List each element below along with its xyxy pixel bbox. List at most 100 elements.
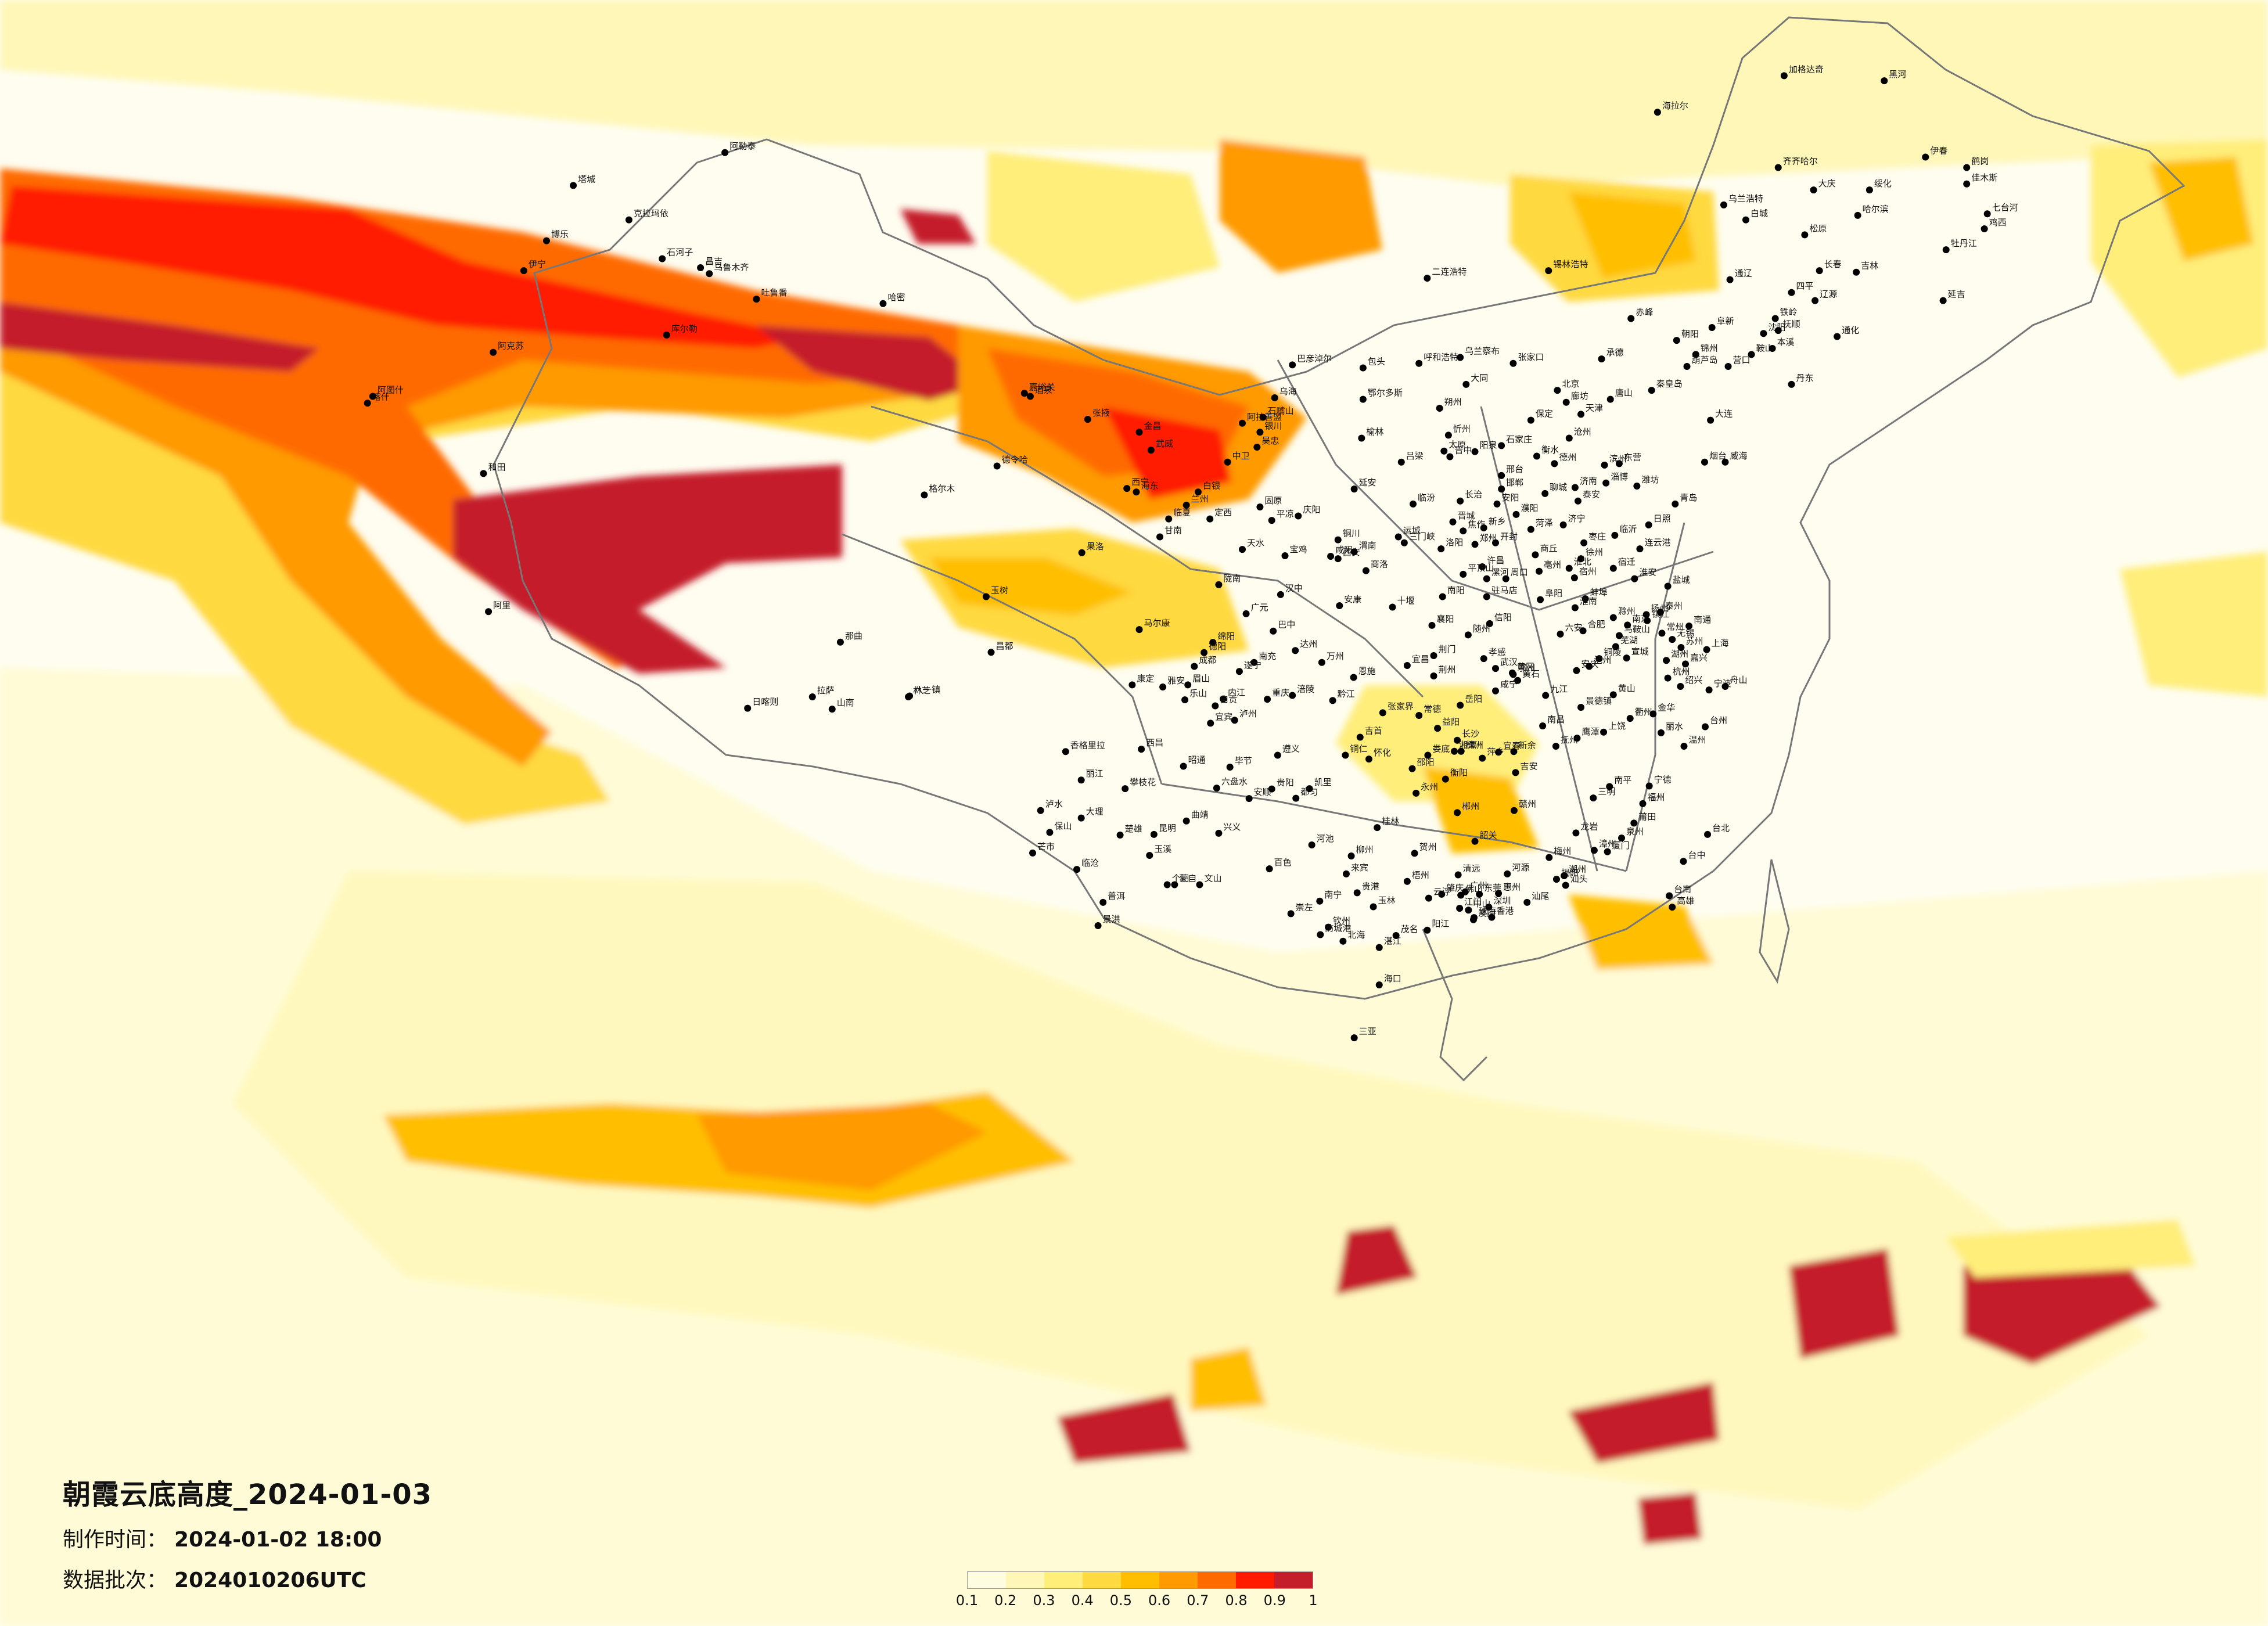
city-dot: [1201, 649, 1208, 656]
city-marker: 辽源: [1811, 289, 1837, 304]
city-dot: [1504, 870, 1511, 877]
city-dot: [1220, 695, 1227, 703]
city-label: 厦门: [1612, 840, 1630, 851]
city-marker: 崇左: [1287, 902, 1313, 918]
city-dot: [1379, 709, 1386, 717]
city-dot: [1502, 575, 1509, 582]
city-label: 大理: [1086, 807, 1104, 817]
city-label: 宜宾: [1215, 711, 1232, 722]
city-label: 深圳: [1493, 895, 1511, 906]
city-label: 萍乡: [1487, 747, 1504, 757]
city-marker: 廊坊: [1562, 391, 1588, 406]
city-marker: 锡林浩特: [1545, 259, 1588, 275]
made-time-row: 制作时间： 2024-01-02 18:00: [63, 1523, 432, 1553]
city-marker: 中山: [1465, 898, 1490, 914]
city-label: 崇左: [1296, 902, 1313, 912]
city-marker: 南宁: [1316, 890, 1342, 905]
city-dot: [1545, 854, 1553, 861]
city-label: 文山: [1204, 873, 1221, 883]
city-dot: [1209, 639, 1217, 646]
city-marker: 和田: [480, 462, 505, 477]
city-dot: [1657, 729, 1665, 736]
city-label: 遂宁: [1244, 660, 1261, 670]
city-label: 嘉峪关: [1029, 382, 1055, 392]
city-dot: [1771, 315, 1779, 322]
city-dot: [1724, 362, 1732, 370]
city-dot: [1682, 660, 1690, 668]
city-label: 宿迁: [1618, 557, 1636, 567]
city-dot: [1292, 794, 1300, 802]
city-marker: 朝阳: [1673, 329, 1699, 344]
city-dot: [1250, 659, 1258, 666]
city-dot: [1365, 756, 1372, 763]
city-dot: [1480, 655, 1487, 663]
city-dot: [828, 706, 836, 713]
city-dot: [1707, 416, 1715, 424]
city-marker: 金昌: [1135, 420, 1162, 436]
city-marker: 大理: [1077, 807, 1104, 822]
city-marker: 常州: [1658, 621, 1684, 637]
city-marker: 忻州: [1444, 423, 1471, 439]
city-marker: 兰州: [1182, 494, 1209, 509]
city-label: 景洪: [1103, 914, 1120, 924]
city-dot: [1339, 937, 1347, 945]
city-dot: [1077, 776, 1085, 784]
city-dot: [1226, 764, 1234, 771]
city-dot: [1645, 782, 1653, 790]
city-marker: 乌兰浩特: [1720, 193, 1763, 208]
city-dot: [1606, 395, 1614, 403]
city-dot: [1347, 852, 1355, 860]
city-marker: 开封: [1492, 531, 1518, 546]
city-label: 台北: [1712, 823, 1730, 833]
city-dot: [1231, 717, 1238, 724]
city-label: 汕尾: [1532, 891, 1549, 901]
city-label: 北海: [1347, 930, 1365, 940]
legend-swatch: [1121, 1572, 1159, 1588]
city-marker: 漳州: [1590, 839, 1616, 854]
city-marker: 保山: [1046, 821, 1072, 836]
city-marker: 邯郸: [1498, 477, 1523, 493]
city-label: 黄冈: [1517, 661, 1534, 672]
city-label: 遵义: [1282, 743, 1300, 754]
city-label: 榆林: [1366, 427, 1383, 437]
city-dot: [1213, 785, 1220, 792]
city-dot: [1410, 500, 1417, 508]
city-label: 伊春: [1930, 145, 1947, 156]
city-label: 哈尔滨: [1863, 204, 1889, 214]
city-dot: [1138, 746, 1145, 753]
city-dot: [1680, 858, 1687, 865]
city-label: 宝鸡: [1290, 544, 1307, 555]
legend-ticks: 0.1 0.2 0.3 0.4 0.5 0.6 0.7 0.8 0.9 1: [956, 1592, 1318, 1616]
city-label: 南昌: [1547, 714, 1565, 725]
city-dot: [1411, 850, 1418, 857]
city-marker: 海拉尔: [1654, 100, 1688, 116]
city-label: 西宁: [1131, 477, 1149, 487]
city-label: 驻马店: [1491, 585, 1518, 596]
city-marker: 涪陵: [1289, 684, 1314, 699]
city-marker: 芒市: [1029, 841, 1055, 857]
city-dot: [1573, 735, 1581, 742]
city-dot: [1439, 593, 1446, 600]
city-marker: 梧州: [1403, 870, 1429, 885]
city-label: 江门: [1464, 897, 1482, 907]
city-marker: 台中: [1680, 850, 1705, 865]
city-label: 吕梁: [1406, 451, 1424, 461]
city-label: 温州: [1688, 735, 1706, 745]
city-label: 铜川: [1343, 528, 1360, 539]
city-dot: [1375, 981, 1383, 988]
city-marker: 松原: [1801, 223, 1827, 239]
city-label: 阳江: [1432, 919, 1449, 929]
city-marker: 白城: [1742, 208, 1768, 224]
made-time-value: 2024-01-02 18:00: [174, 1528, 382, 1552]
city-label: 常德: [1424, 704, 1441, 714]
city-dot: [1471, 448, 1479, 455]
city-label: 哈密: [887, 292, 905, 303]
city-dot: [1424, 926, 1431, 934]
city-marker: 长治: [1457, 490, 1482, 505]
city-marker: 克拉玛依: [625, 208, 668, 224]
city-marker: 绵阳: [1209, 631, 1235, 646]
city-label: 鞍山: [1756, 343, 1774, 353]
city-label: 张家口: [1518, 352, 1544, 362]
city-label: 岳阳: [1465, 693, 1482, 704]
title-block: 朝霞云底高度_2024-01-03 制作时间： 2024-01-02 18:00 …: [63, 1472, 432, 1593]
